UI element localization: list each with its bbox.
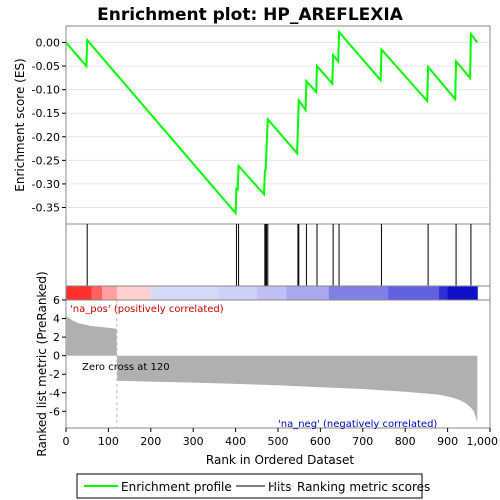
rank-x-tick-label: 300 <box>183 435 204 448</box>
rank-y-axis-label: Ranked list metric (PreRanked) <box>35 271 49 456</box>
enrichment-profile-line <box>65 29 479 216</box>
rank-y-tick-label: 6 <box>53 294 60 307</box>
rank-x-tick-label: 1,000 <box>467 435 499 448</box>
rank-x-tick-label: 100 <box>98 435 119 448</box>
es-y-tick-label: -0.20 <box>32 131 60 144</box>
color-bar-segment <box>218 286 258 300</box>
rank-y-ticks: 6 4 2 0 -2 -4 -6 <box>49 294 66 418</box>
rank-y-tick-label: 0 <box>53 350 60 363</box>
negative-correlation-label: 'na_neg' (negatively correlated) <box>278 419 437 430</box>
es-y-tick-label: -0.25 <box>32 154 60 167</box>
rank-y-tick-label: -2 <box>49 368 60 381</box>
rank-y-tick-label: 2 <box>53 331 60 344</box>
color-bar-segment <box>116 286 152 300</box>
color-bar-segment <box>286 286 330 300</box>
color-bar-segment <box>328 286 389 300</box>
rank-x-tick-label: 500 <box>268 435 289 448</box>
es-y-tick-label: -0.10 <box>32 84 60 97</box>
color-bar-segment <box>66 286 92 300</box>
color-bar-segment <box>256 286 287 300</box>
hit-marks <box>86 224 472 286</box>
es-grid <box>66 42 490 208</box>
rank-x-tick-label: 600 <box>310 435 331 448</box>
es-panel: 0.00-0.05-0.10-0.15-0.20-0.25-0.30-0.35 … <box>13 25 491 225</box>
es-y-tick-label: 0.00 <box>36 37 61 50</box>
es-y-tick-label: -0.35 <box>32 202 60 215</box>
ranked-color-bar <box>66 286 478 300</box>
rank-y-tick-label: -6 <box>49 405 60 418</box>
color-bar-segment <box>102 286 118 300</box>
rank-x-tick-label: 400 <box>225 435 246 448</box>
legend-label-ranking-metric: Ranking metric scores <box>297 480 430 494</box>
rank-y-tick-label: -4 <box>49 387 60 400</box>
rank-panel: 6 4 2 0 -2 -4 -6 0 100 200 300 400 500 600 700 800 900 1… <box>35 271 498 467</box>
color-bar-segment <box>447 286 478 300</box>
es-y-tick-label: -0.15 <box>32 107 60 120</box>
rank-x-tick-label: 700 <box>352 435 373 448</box>
legend: Enrichment profile Hits Ranking metric s… <box>76 473 430 499</box>
chart-title: Enrichment plot: HP_AREFLEXIA <box>97 5 404 25</box>
rank-x-tick-label: 800 <box>395 435 416 448</box>
es-y-axis-label: Enrichment score (ES) <box>13 58 27 191</box>
rank-x-axis-label: Rank in Ordered Dataset <box>206 453 354 467</box>
rank-y-tick-label: 4 <box>53 313 60 326</box>
color-bar-segment <box>388 286 440 300</box>
es-y-tick-label: -0.30 <box>32 178 60 191</box>
es-y-ticks: 0.00 -0.05 -0.10 -0.15 -0.20 -0.25 -0.30 -0.35 <box>32 37 66 215</box>
legend-label-hits: Hits <box>268 480 291 494</box>
hits-panel <box>65 223 491 287</box>
rank-x-tick-label: 0 <box>63 435 70 448</box>
es-y-tick-label: -0.05 <box>32 60 60 73</box>
zero-cross-label: Zero cross at 120 <box>82 362 170 373</box>
legend-label-enrichment-profile: Enrichment profile <box>121 480 232 494</box>
color-bar-segment <box>150 286 220 300</box>
rank-x-tick-label: 200 <box>140 435 161 448</box>
color-bar-segment <box>91 286 103 300</box>
ranking-metric-area <box>66 315 478 424</box>
rank-x-tick-label: 900 <box>437 435 458 448</box>
color-bar-segment <box>439 286 449 300</box>
es-panel-frame <box>65 25 491 225</box>
rank-x-ticks: 0 100 200 300 400 500 600 700 800 900 1,000 <box>63 428 499 448</box>
hits-panel-frame <box>65 223 491 287</box>
positive-correlation-label: 'na_pos' (positively correlated) <box>70 304 224 315</box>
